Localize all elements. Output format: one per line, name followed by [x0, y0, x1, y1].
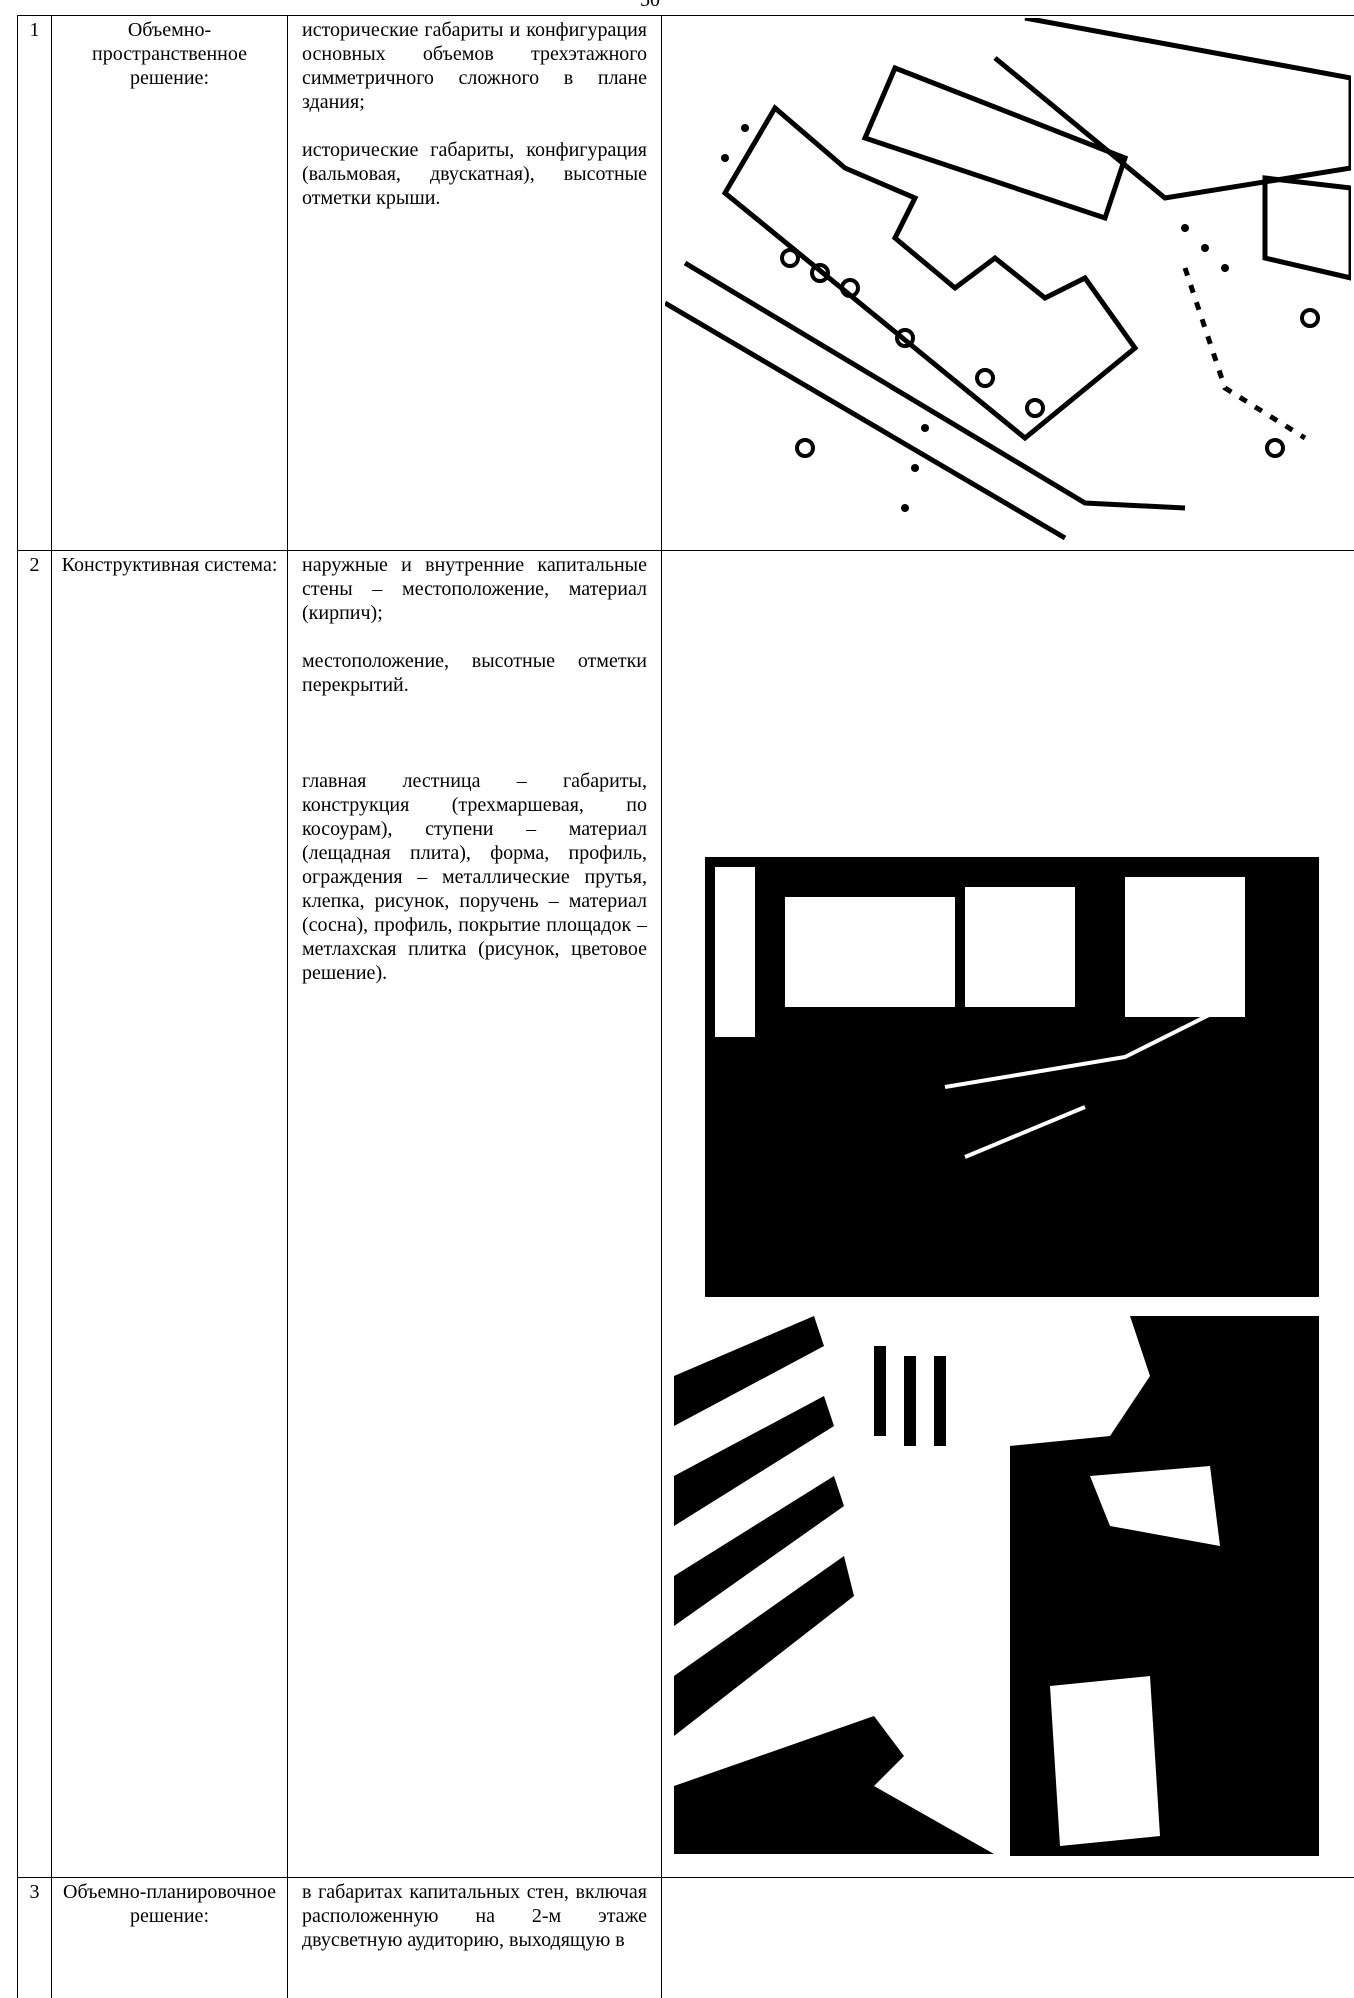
handrail-photo — [1010, 1316, 1319, 1856]
page-number: 50 — [640, 0, 660, 11]
row-number: 2 — [17, 550, 52, 1878]
row-label: Объемно-планировочное решение: — [51, 1877, 288, 1998]
staircase-photo — [705, 857, 1319, 1297]
paragraph: наружные и внутренние капитальные стены … — [302, 554, 647, 624]
row-number: 3 — [17, 1877, 52, 1998]
row-text: наружные и внутренние капитальные стены … — [287, 550, 662, 1878]
row-text: в габаритах капитальных стен, включая ра… — [287, 1877, 662, 1998]
site-plan-drawing — [665, 18, 1351, 541]
row-text: исторические габариты и конфигурация осн… — [287, 15, 662, 551]
image-cell — [661, 1877, 1354, 1998]
stair-steps-photo — [674, 1316, 998, 1854]
row-number: 1 — [17, 15, 52, 551]
row-label: Объемно-пространственное решение: — [51, 15, 288, 551]
paragraph: главная лестница – габариты, конструкция… — [302, 770, 647, 984]
paragraph: исторические габариты, конфигурация (вал… — [302, 139, 647, 209]
paragraph: в габаритах капитальных стен, включая ра… — [302, 1881, 647, 1951]
row-label: Конструктивная система: — [51, 550, 288, 1878]
paragraph: исторические габариты и конфигурация осн… — [302, 19, 647, 113]
paragraph: местоположение, высотные отметки перекры… — [302, 650, 647, 696]
